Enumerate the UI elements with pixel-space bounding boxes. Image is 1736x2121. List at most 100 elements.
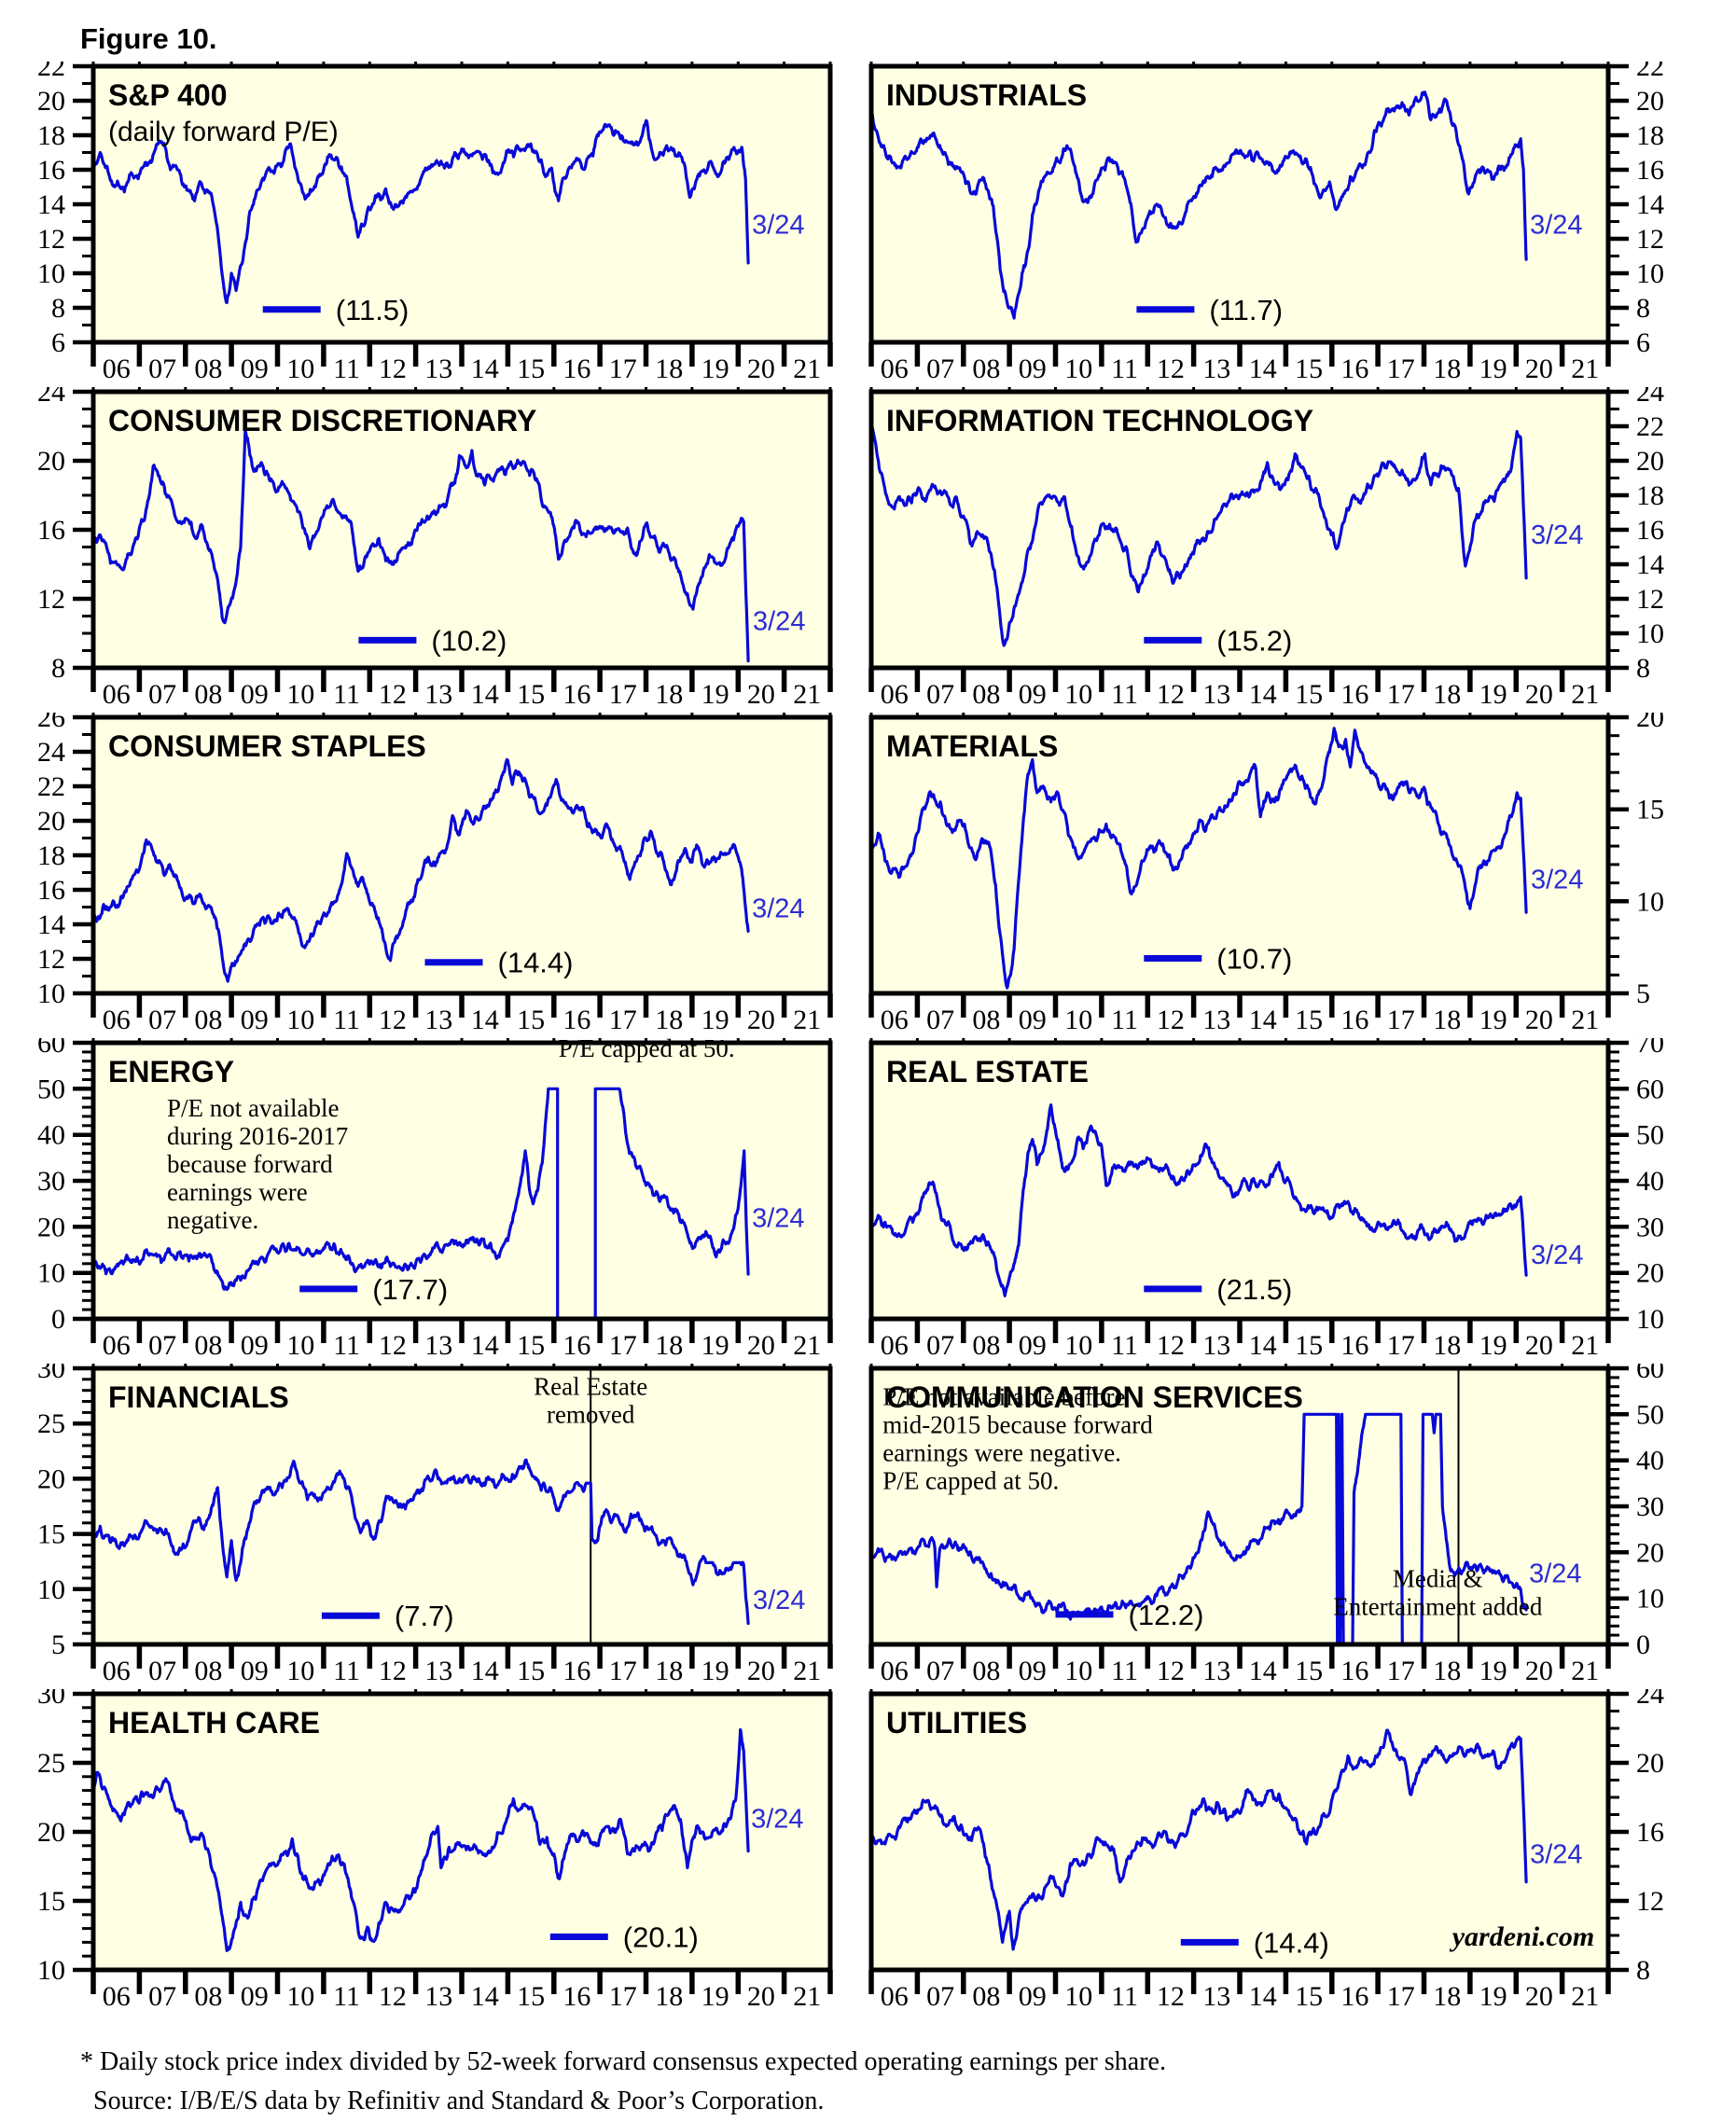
x-tick-label: 13 — [424, 1656, 452, 1686]
x-tick-label: 13 — [1202, 1005, 1230, 1035]
y-tick-label: 0 — [51, 1304, 65, 1335]
y-tick-label: 18 — [37, 120, 65, 151]
x-tick-label: 17 — [609, 1330, 637, 1361]
x-tick-label: 15 — [1295, 679, 1323, 710]
x-tick-label: 10 — [1064, 1330, 1092, 1361]
x-tick-label: 14 — [471, 1005, 499, 1035]
y-tick-label: 20 — [37, 806, 65, 837]
x-tick-label: 06 — [881, 679, 909, 710]
plot-area — [93, 392, 830, 668]
x-tick-label: 11 — [333, 1005, 360, 1035]
x-tick-label: 21 — [793, 1005, 821, 1035]
y-tick-label: 12 — [37, 224, 65, 255]
y-tick-label: 10 — [1636, 886, 1664, 917]
x-tick-label: 11 — [1111, 1330, 1138, 1361]
annotation-text: earnings were — [167, 1178, 308, 1206]
x-tick-label: 07 — [148, 354, 176, 384]
chart-title: ENERGY — [108, 1055, 234, 1088]
annotation-text: P/E not available before — [882, 1383, 1125, 1411]
x-tick-label: 14 — [1249, 1005, 1277, 1035]
x-tick-label: 19 — [701, 1005, 729, 1035]
y-tick-label: 16 — [1636, 1817, 1664, 1848]
legend-value: (21.5) — [1216, 1273, 1292, 1306]
x-tick-label: 09 — [1019, 1656, 1047, 1686]
chart-materials: 5 10 15 20 06 07 08 09 10 11 12 13 14 15 16 17 18 19 20 21 M… — [868, 713, 1664, 1035]
footnote: * Daily stock price index divided by 52-… — [80, 2043, 1736, 2121]
y-tick-label: 12 — [1636, 584, 1664, 615]
y-tick-label: 12 — [37, 944, 65, 975]
series-line — [869, 1728, 1528, 1951]
y-tick-label: 20 — [37, 1463, 65, 1494]
x-tick-label: 07 — [148, 1981, 176, 2012]
legend-value: (7.7) — [395, 1600, 454, 1632]
x-tick-label: 11 — [333, 1981, 360, 2012]
y-tick-label: 16 — [37, 155, 65, 186]
date-label: 3/24 — [752, 894, 804, 924]
annotation-text: P/E capped at 50. — [882, 1467, 1059, 1495]
x-tick-label: 20 — [747, 1981, 775, 2012]
x-tick-label: 13 — [1202, 1656, 1230, 1686]
x-tick-label: 12 — [379, 354, 407, 384]
y-tick-label: 20 — [37, 1212, 65, 1242]
plot-area — [871, 66, 1608, 342]
x-tick-label: 15 — [1295, 1656, 1323, 1686]
x-tick-label: 10 — [286, 1656, 314, 1686]
x-tick-label: 17 — [1387, 1656, 1415, 1686]
series-line — [91, 118, 750, 305]
chart-cell-communication-services: 0 10 20 30 40 50 60 06 07 08 09 10 11 12 13 14 15 16 17 18 1… — [865, 1364, 1690, 1689]
chart-title: S&P 400 — [108, 78, 228, 112]
legend-value: (20.1) — [623, 1921, 699, 1954]
series-line — [869, 1103, 1528, 1297]
y-tick-label: 60 — [37, 1038, 65, 1059]
x-tick-label: 19 — [1479, 1656, 1507, 1686]
y-tick-label: 0 — [1636, 1629, 1650, 1660]
x-tick-label: 21 — [793, 679, 821, 710]
y-tick-label: 14 — [1636, 549, 1664, 580]
x-tick-label: 17 — [1387, 1981, 1415, 2012]
y-tick-label: 20 — [1636, 713, 1664, 733]
x-tick-label: 10 — [1064, 679, 1092, 710]
y-tick-label: 18 — [1636, 120, 1664, 151]
x-tick-label: 12 — [379, 1656, 407, 1686]
x-tick-label: 17 — [609, 1656, 637, 1686]
x-tick-label: 20 — [1525, 1981, 1553, 2012]
x-tick-label: 12 — [379, 1330, 407, 1361]
x-tick-label: 15 — [517, 1981, 545, 2012]
y-tick-label: 30 — [37, 1689, 65, 1710]
x-tick-label: 17 — [609, 354, 637, 384]
y-tick-label: 20 — [37, 86, 65, 117]
y-tick-label: 10 — [37, 1955, 65, 1986]
x-tick-label: 16 — [1340, 354, 1368, 384]
y-tick-label: 12 — [37, 584, 65, 615]
x-tick-label: 15 — [1295, 1005, 1323, 1035]
y-tick-label: 16 — [1636, 515, 1664, 546]
x-tick-label: 06 — [881, 1330, 909, 1361]
charts-grid: 6 8 10 12 14 16 18 20 22 06 07 08 09 10 11 12 13 14 15 16 17… — [0, 62, 1736, 2015]
annotation-text: Real Estate — [534, 1372, 647, 1400]
x-tick-label: 06 — [103, 1330, 131, 1361]
series-line — [91, 428, 750, 663]
x-tick-label: 07 — [148, 1005, 176, 1035]
x-tick-label: 15 — [517, 1656, 545, 1686]
x-tick-label: 09 — [241, 354, 269, 384]
x-tick-label: 17 — [1387, 679, 1415, 710]
x-tick-label: 21 — [793, 1656, 821, 1686]
x-tick-label: 08 — [972, 1981, 1000, 2012]
date-label: 3/24 — [752, 1203, 804, 1233]
x-tick-label: 09 — [241, 1656, 269, 1686]
x-tick-label: 08 — [972, 354, 1000, 384]
y-tick-label: 50 — [37, 1074, 65, 1104]
y-tick-label: 20 — [1636, 1537, 1664, 1568]
x-tick-label: 11 — [333, 1330, 360, 1361]
footnote-source: Source: I/B/E/S data by Refinitiv and St… — [93, 2086, 825, 2115]
brand-label: yardeni.com — [1450, 1921, 1594, 1952]
chart-cell-consumer-discretionary: 8 12 16 20 24 06 07 08 09 10 11 12 13 14 15 16 17 18 19 20 2… — [13, 387, 839, 713]
series-line — [869, 1412, 1528, 1646]
x-tick-label: 09 — [1019, 1330, 1047, 1361]
legend-value: (10.7) — [1216, 943, 1292, 976]
y-tick-label: 5 — [1636, 978, 1650, 1009]
x-tick-label: 15 — [1295, 354, 1323, 384]
chart-title: INFORMATION TECHNOLOGY — [886, 404, 1313, 437]
x-tick-label: 14 — [471, 1330, 499, 1361]
